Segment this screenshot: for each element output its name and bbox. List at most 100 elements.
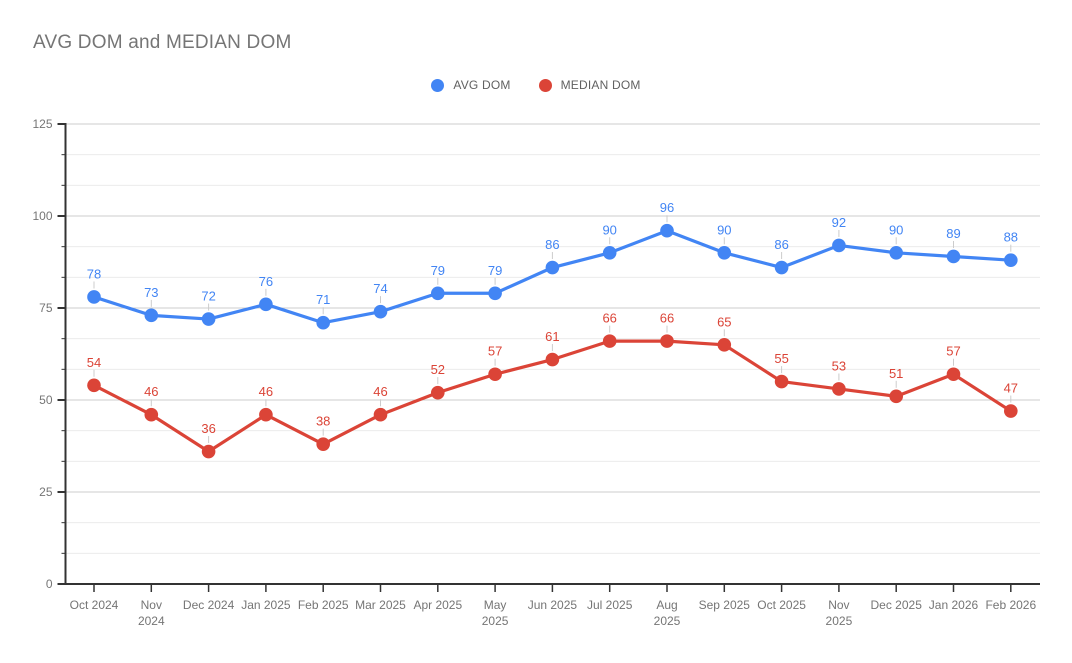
data-point[interactable] [774,374,789,389]
data-point-label: 78 [87,266,101,281]
data-point-label: 46 [259,384,273,399]
x-axis-tick-label: Feb 2025 [298,598,349,612]
x-axis-tick-label: Nov [828,598,849,612]
data-point-label: 89 [946,226,960,241]
x-axis-tick-label: Apr 2025 [413,598,462,612]
x-axis-tick-label: Oct 2025 [757,598,806,612]
data-point-label: 57 [946,344,960,359]
x-axis-tick-label: Mar 2025 [355,598,406,612]
data-point-label: 90 [602,222,616,237]
data-point-label: 72 [201,289,215,304]
data-point-label: 92 [832,215,846,230]
data-point[interactable] [889,389,903,404]
data-point-label: 36 [201,421,215,436]
data-point[interactable] [316,315,331,330]
data-point[interactable] [1004,253,1018,267]
data-point[interactable] [946,249,961,264]
data-point[interactable] [1004,404,1018,418]
x-axis-tick-label: Dec 2025 [871,598,923,612]
data-point[interactable] [488,367,502,382]
data-point-label: 66 [660,311,674,326]
data-point-label: 66 [602,311,616,326]
data-point-label: 90 [889,222,903,237]
data-point[interactable] [717,246,732,260]
data-point[interactable] [316,437,331,451]
data-point[interactable] [832,382,846,396]
x-axis-tick-label: 2025 [654,614,681,628]
data-point-label: 54 [87,355,101,370]
data-point-label: 61 [545,329,559,344]
data-point[interactable] [259,407,273,422]
data-point[interactable] [431,286,445,301]
data-point-label: 73 [144,285,158,300]
data-point[interactable] [201,444,216,459]
x-axis-tick-label: 2024 [138,614,165,628]
x-axis-tick-label: Jul 2025 [587,598,633,612]
data-point-label: 51 [889,366,903,381]
data-point[interactable] [889,246,903,260]
data-point[interactable] [660,334,674,348]
data-point[interactable] [774,260,789,275]
x-axis-tick-label: Nov [141,598,162,612]
legend-dot-median-dom-icon [538,78,552,92]
legend-dot-avg-dom-icon [431,78,445,92]
y-axis-tick-label: 125 [32,117,52,131]
x-axis-tick-label: Sep 2025 [699,598,751,612]
data-point-label: 47 [1004,381,1018,396]
data-point-label: 90 [717,222,731,237]
data-point-label: 79 [488,263,502,278]
data-point-label: 57 [488,344,502,359]
data-point-label: 74 [373,281,387,296]
data-point[interactable] [488,286,502,301]
data-point[interactable] [545,260,560,275]
data-point-label: 86 [774,237,788,252]
legend-item-avg-dom[interactable]: AVG DOM [431,78,510,92]
data-point-label: 88 [1004,230,1018,245]
y-axis-tick-label: 75 [39,301,53,315]
x-axis-tick-label: 2025 [482,614,509,628]
data-point-label: 96 [660,200,674,215]
data-point[interactable] [87,290,101,304]
y-axis-tick-label: 50 [39,393,53,407]
data-point-label: 65 [717,314,731,329]
x-axis-tick-label: Feb 2026 [985,598,1036,612]
x-axis-tick-label: Dec 2024 [183,598,235,612]
data-point[interactable] [259,297,273,312]
data-point-label: 55 [774,351,788,366]
x-axis-tick-label: Jan 2026 [929,598,979,612]
x-axis-tick-label: Aug [656,598,677,612]
data-point[interactable] [660,223,674,238]
data-point[interactable] [201,312,216,326]
data-point-label: 46 [373,384,387,399]
data-point-label: 79 [431,263,445,278]
data-point-label: 71 [316,292,330,307]
y-axis-tick-label: 0 [46,577,53,591]
x-axis-tick-label: Jun 2025 [528,598,578,612]
data-point-label: 52 [431,362,445,377]
data-point[interactable] [717,338,732,352]
y-axis-tick-label: 100 [32,209,52,223]
data-point[interactable] [545,352,560,367]
data-point-label: 53 [832,358,846,373]
data-point[interactable] [144,308,159,323]
data-point[interactable] [87,378,101,393]
data-point[interactable] [602,246,617,260]
data-point-label: 38 [316,414,330,429]
data-point[interactable] [832,238,846,253]
data-point[interactable] [144,407,159,422]
data-point[interactable] [373,304,388,319]
data-point[interactable] [602,334,617,348]
data-point[interactable] [946,367,961,382]
x-axis-tick-label: Oct 2024 [70,598,119,612]
y-axis-tick-label: 25 [39,485,53,499]
legend-label-avg-dom: AVG DOM [453,78,511,92]
chart-title: AVG DOM and MEDIAN DOM [33,32,292,53]
data-point-label: 76 [259,274,273,289]
legend-label-median-dom: MEDIAN DOM [560,78,641,92]
data-point[interactable] [373,407,388,422]
data-point-label: 86 [545,237,559,252]
data-point[interactable] [431,385,445,400]
legend-item-median-dom[interactable]: MEDIAN DOM [538,78,641,92]
